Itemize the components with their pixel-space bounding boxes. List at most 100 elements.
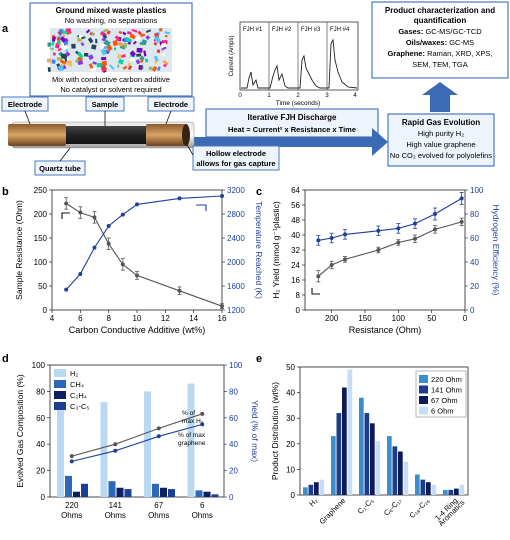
y-left-tick-label: 32 [291, 246, 300, 255]
chart-e: 0 10 20 30 40 50 Product Distribution (wt%) H₂G… [270, 363, 469, 528]
y-left-tick-label: 60 [36, 414, 45, 423]
plastic-fragment [140, 33, 146, 38]
fjh-x-tick-3: 3 [325, 93, 329, 99]
plastic-fragment [83, 52, 89, 57]
y-tick-label: 10 [286, 465, 295, 474]
plastic-fragment [60, 53, 68, 59]
y-right-tick-label: 100 [470, 186, 484, 195]
yield-point [113, 442, 118, 447]
product-bar [459, 484, 465, 495]
plastic-fragment [153, 55, 159, 62]
gas-line1: High purity H₂ [418, 129, 464, 138]
series-right-point [376, 228, 381, 233]
gas-bar [124, 489, 132, 497]
product-bar [426, 482, 431, 495]
plastic-fragment [51, 59, 56, 64]
plastic-fragment [157, 66, 161, 72]
plastic-fragment [106, 44, 113, 52]
category-label-value: 220 [65, 501, 79, 510]
plastic-fragment [100, 48, 107, 56]
plastic-fragment [51, 36, 57, 43]
plastic-fragment [52, 52, 56, 56]
panel-letter-b: b [2, 186, 9, 198]
panel-letter-c: c [256, 186, 262, 198]
plastic-fragment [129, 56, 136, 62]
fjh-x-tick-0: 0 [238, 93, 242, 99]
left-axis-indicator [311, 288, 320, 295]
series-right-point [343, 232, 347, 237]
product-oils: Oils/waxes: GC-MS [406, 38, 474, 47]
series-left-line [65, 202, 223, 307]
plastic-fragment [139, 42, 144, 46]
plastic-fragment [57, 64, 64, 72]
label-hollow-1: Hollow electrode [206, 149, 266, 158]
plastic-fragment [139, 55, 145, 61]
plastic-fragment [117, 64, 120, 68]
plastic-fragment [91, 44, 97, 50]
series-left-point [329, 263, 334, 267]
plastics-line1: Mix with conductive carbon additive [52, 75, 170, 84]
series-left-point [92, 215, 97, 220]
y-right-tick-label: 100 [229, 361, 243, 370]
plastic-fragment [88, 54, 94, 61]
legend-label: CH₄ [70, 380, 84, 389]
y-right-tick-label: 0 [470, 306, 475, 315]
series-left-point [106, 241, 111, 246]
legend-label: 141 Ohm [431, 386, 462, 395]
product-graphene: Graphene: Raman, XRD, XPS, [387, 49, 492, 58]
gas-bar [116, 487, 124, 497]
plastic-fragment [62, 34, 66, 38]
category-label-value: 141 [109, 501, 123, 510]
category-label: Graphene [317, 496, 347, 526]
plastic-fragment [59, 45, 65, 50]
gas-bar [152, 483, 159, 497]
plastic-fragment [85, 29, 91, 34]
category-label: C₁-C₅ [356, 496, 376, 516]
plastic-fragment [122, 65, 128, 70]
plastic-fragment [64, 51, 71, 57]
plastic-fragment [50, 41, 55, 46]
plastic-fragment [102, 28, 109, 33]
plastic-fragment [120, 54, 126, 58]
plot-frame [299, 366, 469, 496]
legend-swatch [54, 369, 66, 377]
plastic-fragment [80, 42, 85, 47]
category-label-value: 6 [200, 501, 205, 510]
y-left-tick-label: 50 [38, 282, 47, 291]
y-left-tick-label: 24 [291, 261, 300, 270]
plastic-fragment [126, 31, 132, 35]
plastic-fragment [47, 42, 51, 47]
y-left-tick-label: 64 [291, 186, 300, 195]
product-bar [443, 489, 448, 495]
y-right-tick-label: 2400 [227, 234, 245, 243]
plastic-fragment [102, 65, 108, 71]
plastic-fragment [95, 38, 98, 44]
gas-bar [57, 408, 64, 497]
right-axis-indicator [196, 204, 207, 211]
x-axis-label: Carbon Conductive Additive (wt%) [69, 325, 206, 335]
plastic-fragment [137, 30, 143, 36]
y-right-tick-label: 1200 [227, 306, 245, 315]
y-left-tick-label: 250 [34, 186, 48, 195]
y-left-tick-label: 100 [32, 361, 46, 370]
product-bar [398, 451, 403, 495]
label-electrode-right: Electrode [154, 100, 188, 109]
series-left-point [343, 257, 347, 262]
yield-point [200, 422, 205, 427]
up-arrow [422, 82, 458, 112]
plastic-fragment [153, 35, 161, 44]
product-bar [420, 479, 426, 495]
product-bar [347, 369, 353, 495]
plastic-fragment [87, 37, 94, 44]
series-left-point [220, 304, 224, 309]
fjh-y-label: Current (Amps) [229, 35, 235, 76]
product-bar [448, 489, 454, 495]
product-title-2: quantification [414, 16, 467, 25]
y-left-axis-label: Evolved Gas Composition (%) [15, 374, 25, 488]
plastic-fragment [116, 53, 122, 60]
product-bar [303, 487, 308, 495]
series-right-point [329, 236, 334, 240]
plastic-fragment [113, 47, 117, 51]
label-hollow-box [192, 145, 280, 171]
yield-point [113, 448, 118, 453]
